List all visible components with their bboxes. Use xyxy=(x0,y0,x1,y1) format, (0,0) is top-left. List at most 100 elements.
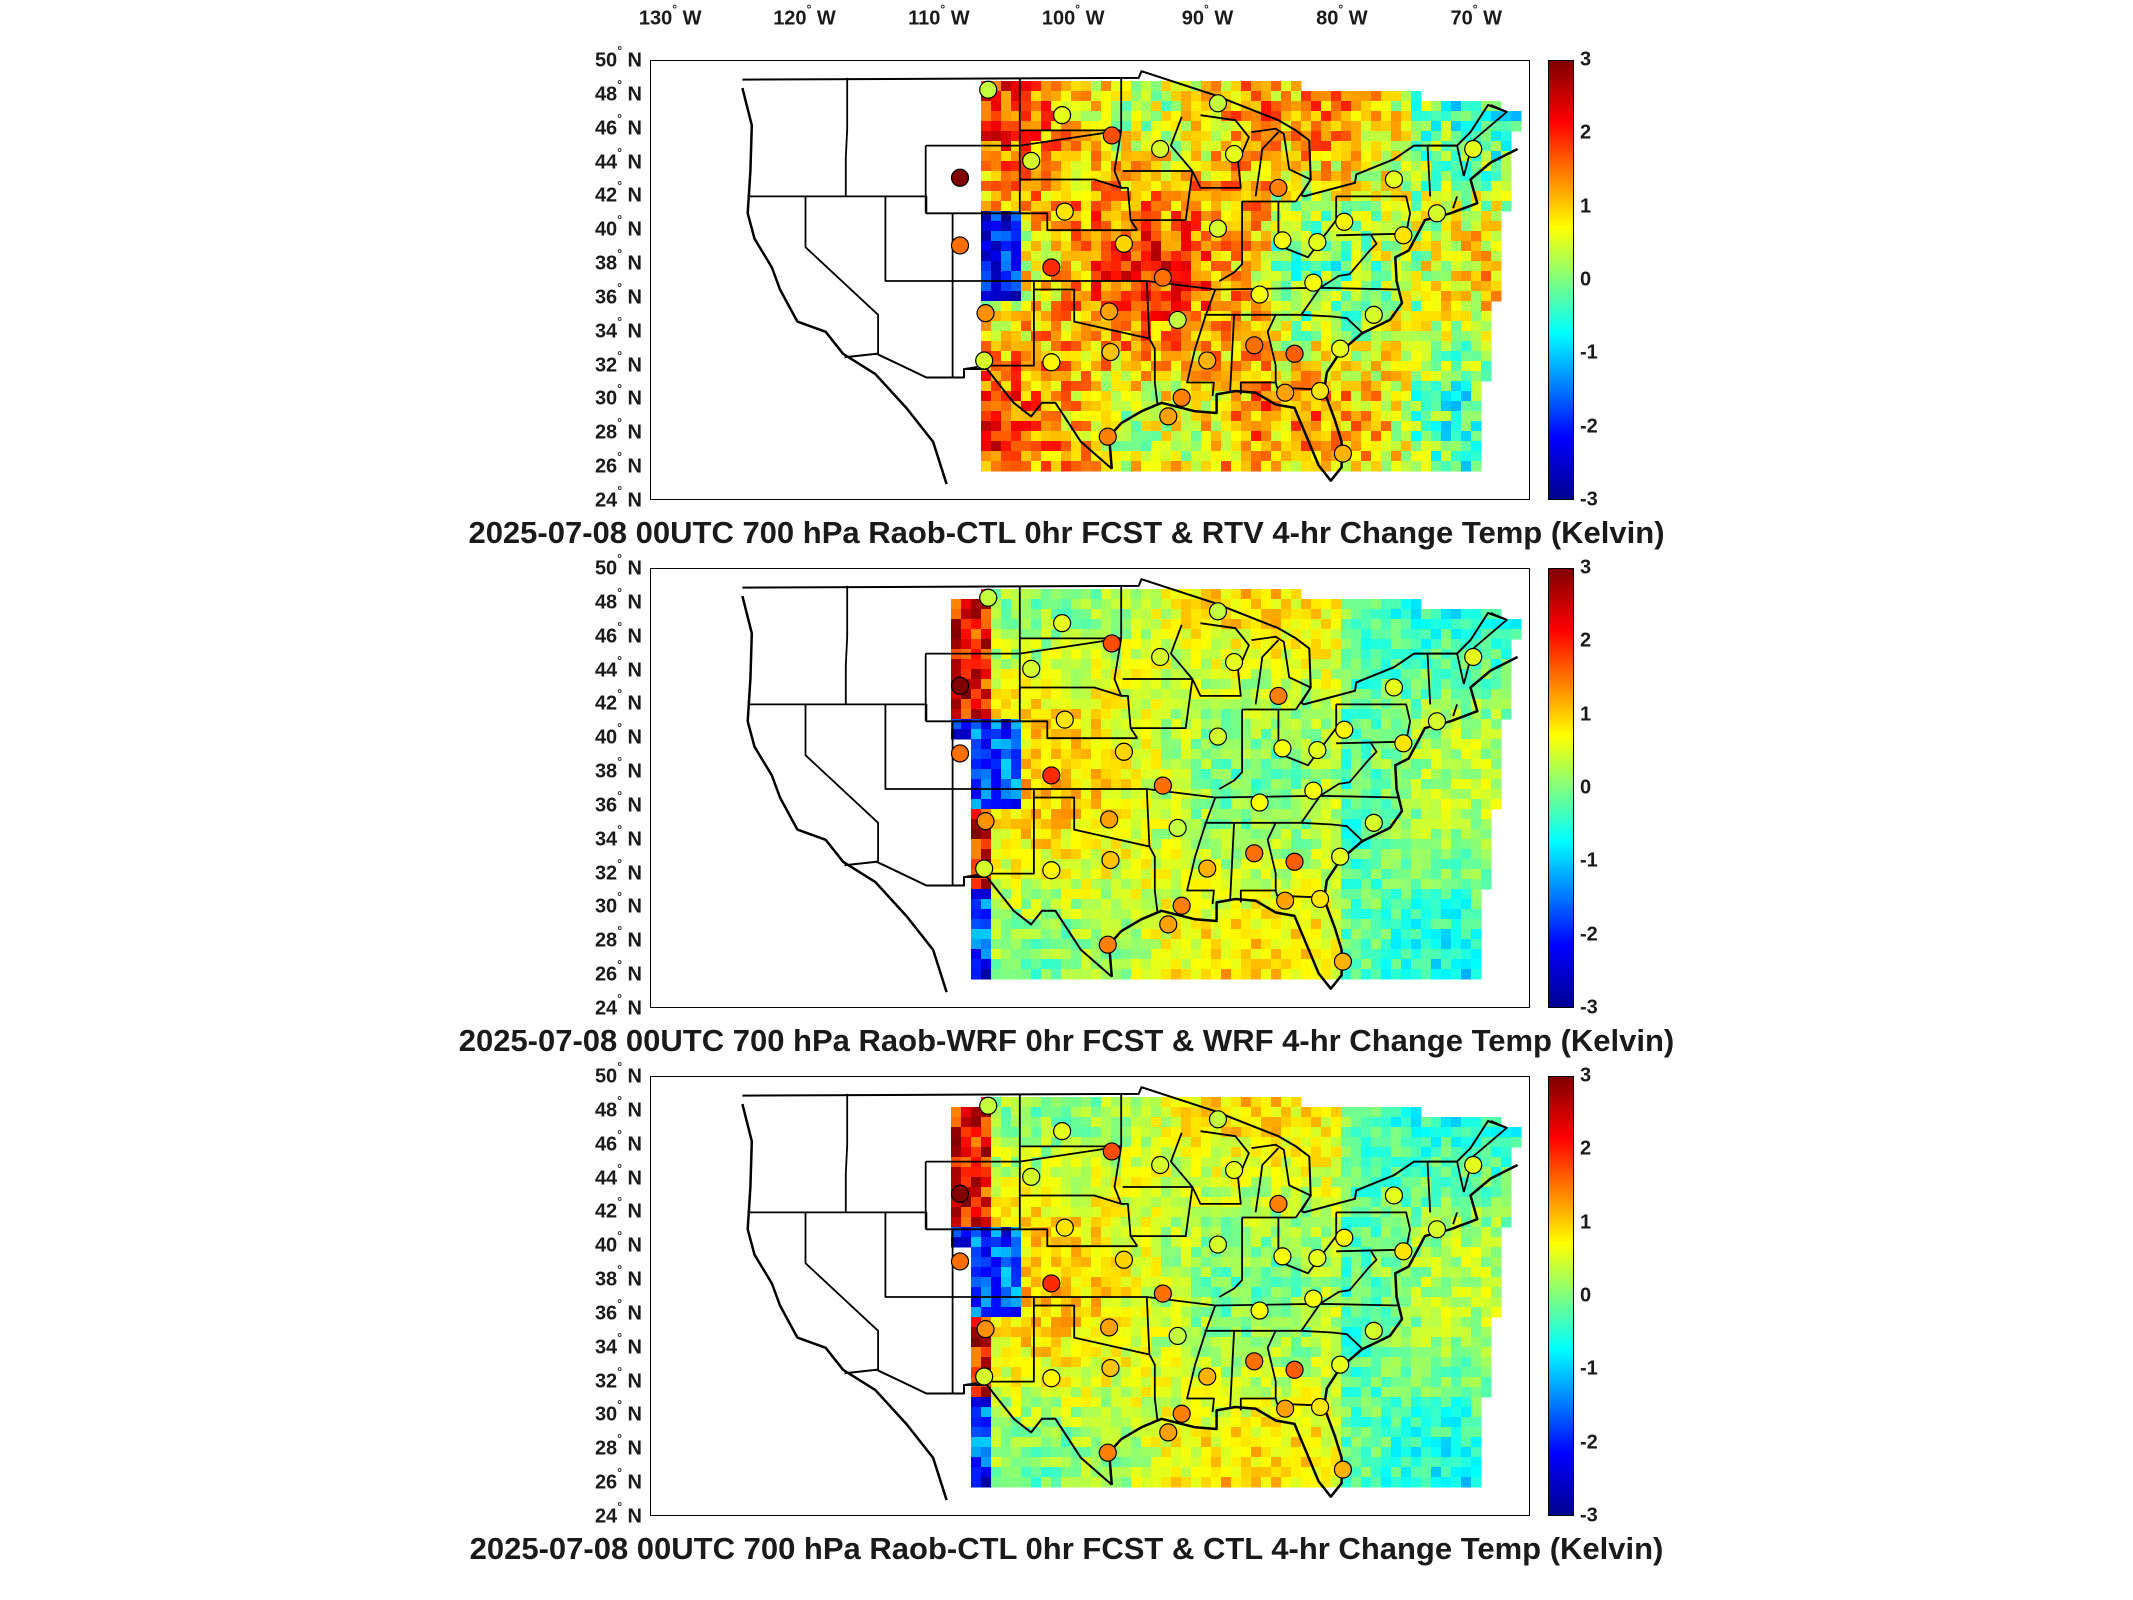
temperature-map xyxy=(741,578,1522,993)
raob-station-marker xyxy=(1159,407,1178,426)
latitude-label: 26° N xyxy=(594,957,642,986)
raob-station-marker xyxy=(979,80,998,99)
colorbar-tick-label: 1 xyxy=(1580,1211,1592,1234)
raob-station-marker xyxy=(1304,1289,1323,1308)
temperature-change-field xyxy=(951,589,1522,980)
raob-station-marker xyxy=(1168,1326,1187,1346)
state-boundary xyxy=(1191,622,1250,697)
latitude-label: 46° N xyxy=(594,619,642,648)
state-boundary xyxy=(1251,635,1312,711)
latitude-label: 50° N xyxy=(594,1059,642,1088)
border-line xyxy=(742,578,1508,706)
state-boundary xyxy=(844,1093,849,1213)
panel-title: 2025-07-08 00UTC 700 hPa Raob-WRF 0hr FC… xyxy=(458,1023,1675,1058)
raob-station-marker xyxy=(1245,336,1264,355)
coastline xyxy=(741,595,948,993)
raob-station-marker xyxy=(1464,139,1483,159)
raob-station-marker xyxy=(1042,1369,1061,1388)
state-boundary xyxy=(804,1212,880,1370)
state-boundary xyxy=(844,585,849,705)
raob-station-marker xyxy=(950,1184,970,1203)
temperature-change-field xyxy=(951,1097,1522,1488)
state-boundary xyxy=(1019,686,1122,697)
latitude-label: 26° N xyxy=(594,1465,642,1494)
state-boundary xyxy=(884,196,1399,291)
state-boundary xyxy=(1033,1304,1150,1356)
raob-station-marker xyxy=(1100,302,1119,321)
raob-station-marker xyxy=(1285,852,1304,871)
raob-station-marker xyxy=(1151,647,1170,667)
raob-station-marker xyxy=(1101,342,1120,362)
latitude-label: 46° N xyxy=(594,1127,642,1156)
state-boundary xyxy=(1191,1130,1250,1205)
raob-station-marker xyxy=(979,588,998,607)
border-line xyxy=(844,1368,1113,1486)
raob-station-marker xyxy=(1333,952,1353,971)
latitude-label: 32° N xyxy=(594,1364,642,1392)
latitude-label: 48° N xyxy=(594,77,642,106)
raob-station-marker xyxy=(1250,285,1269,304)
state-boundary xyxy=(844,77,849,197)
state-boundary xyxy=(1254,1147,1280,1213)
raob-station-marker xyxy=(1172,1404,1191,1423)
latitude-label: 38° N xyxy=(594,246,642,275)
raob-station-marker xyxy=(1102,126,1121,145)
state-boundary xyxy=(1033,796,1150,848)
raob-station-marker xyxy=(975,1367,994,1386)
state-boundary xyxy=(1426,652,1465,705)
raob-station-marker xyxy=(1269,686,1288,706)
state-boundary xyxy=(1239,822,1277,903)
raob-station-marker xyxy=(1055,1218,1074,1237)
latitude-label: 36° N xyxy=(594,788,642,817)
raob-station-marker xyxy=(1208,1110,1228,1129)
raob-station-marker xyxy=(1308,1248,1327,1268)
map-frame xyxy=(650,60,1530,500)
state-boundary xyxy=(1191,114,1250,189)
raob-station-marker xyxy=(1042,353,1061,372)
longitude-label: 70° W xyxy=(1450,2,1503,30)
coastline xyxy=(741,87,948,485)
latitude-label: 50° N xyxy=(594,43,642,72)
border-line xyxy=(742,70,1508,198)
panel-title: 2025-07-08 00UTC 700 hPa Raob-CTL 0hr FC… xyxy=(468,515,1665,550)
raob-station-marker xyxy=(1269,1194,1288,1214)
colorbar xyxy=(1548,1076,1574,1516)
raob-station-marker xyxy=(1042,766,1061,785)
raob-station-marker xyxy=(1053,1122,1072,1141)
state-boundary xyxy=(749,703,1138,740)
raob-station-marker xyxy=(1245,1352,1264,1371)
state-boundary xyxy=(1277,704,1338,767)
latitude-label: 24° N xyxy=(594,991,642,1020)
colorbar-tick-label: 3 xyxy=(1580,556,1592,579)
raob-station-marker xyxy=(1098,427,1117,446)
latitude-label: 38° N xyxy=(594,754,642,783)
raob-station-marker xyxy=(1364,305,1383,324)
colorbar-tick-label: -3 xyxy=(1580,996,1598,1019)
state-boundary xyxy=(1462,104,1508,177)
raob-station-marker xyxy=(950,676,970,695)
latitude-axis: 50° N 48° N 46° N 44° N 42° N 40° N 38° N 36° N… xyxy=(560,1060,642,1528)
border-line xyxy=(742,1086,1508,1214)
raob-station-marker xyxy=(1224,652,1244,672)
colorbar-tick-label: 3 xyxy=(1580,48,1592,71)
raob-station-marker xyxy=(1208,727,1228,746)
latitude-label: 38° N xyxy=(594,1262,642,1291)
raob-station-marker xyxy=(1159,1423,1178,1442)
raob-station-marker xyxy=(1364,813,1383,832)
raob-station-marker xyxy=(1427,1220,1447,1239)
coastline xyxy=(741,1103,948,1501)
state-boundary xyxy=(1319,1250,1378,1305)
raob-station-marker xyxy=(979,1096,998,1115)
state-boundary xyxy=(1452,1212,1458,1225)
map-frame xyxy=(650,1076,1530,1516)
raob-station-marker xyxy=(1333,444,1353,463)
raob-station-marker xyxy=(1285,1360,1304,1379)
raob-station-marker xyxy=(1269,178,1288,198)
raob-station-marker xyxy=(950,168,970,187)
state-boundary xyxy=(1319,234,1378,289)
raob-station-marker xyxy=(1245,844,1264,863)
longitude-label: 100° W xyxy=(1041,2,1105,30)
raob-station-marker xyxy=(1273,739,1292,758)
state-boundary xyxy=(1251,127,1312,203)
state-boundary xyxy=(1301,1329,1364,1351)
